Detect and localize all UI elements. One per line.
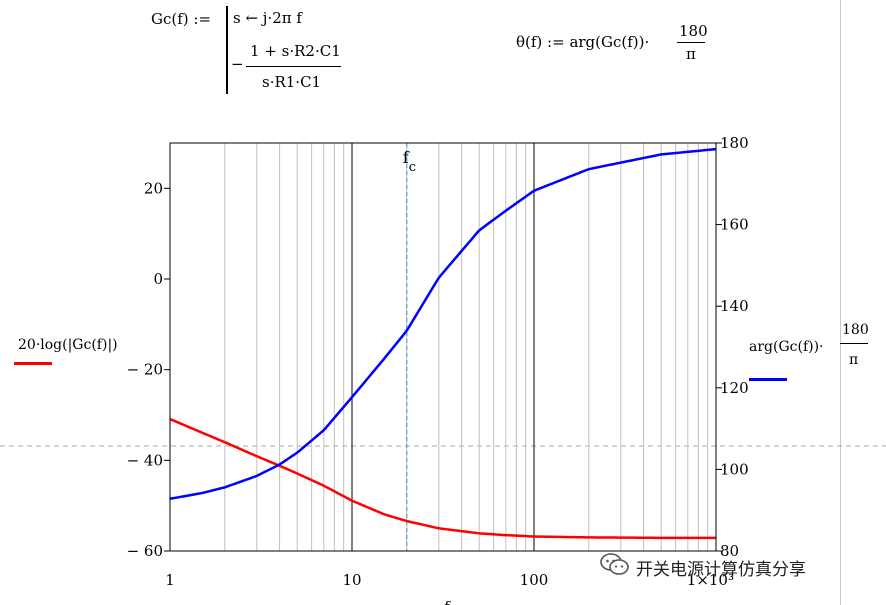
- right-legend-num: 180: [842, 322, 869, 338]
- right-y-tick-label: 140: [720, 297, 749, 315]
- fc-marker-label: f: [403, 148, 410, 167]
- phase-series-line: [169, 147, 717, 501]
- left-legend-swatch: [14, 362, 52, 365]
- left-y-tick-label: 20: [144, 179, 163, 197]
- program-bar: [226, 6, 228, 94]
- gc-numerator: 1 + s·R2·C1: [250, 42, 341, 60]
- gc-minus: −: [231, 55, 244, 73]
- theta-definition: θ(f) := arg(Gc(f))·: [516, 33, 650, 51]
- left-y-tick-label: − 40: [127, 451, 163, 469]
- right-legend-swatch: [749, 378, 787, 381]
- gc-line1: s ← j·2π f: [233, 9, 302, 27]
- right-legend-fraction-line: [840, 343, 868, 344]
- watermark-text: 开关电源计算仿真分享: [636, 560, 806, 580]
- right-y-tick-label: 180: [720, 134, 749, 152]
- left-legend-label: 20·log(|Gc(f)|): [18, 337, 118, 353]
- page-divider: [840, 0, 841, 605]
- right-y-tick-label: 100: [720, 460, 749, 478]
- theta-fraction-line: [677, 42, 705, 43]
- wechat-icon: [600, 553, 630, 575]
- left-y-tick-label: − 60: [127, 542, 163, 560]
- x-tick-label: 1: [165, 571, 175, 589]
- right-y-tick-label: 120: [720, 379, 749, 397]
- right-y-tick-label: 160: [720, 216, 749, 234]
- theta-numerator: 180: [679, 22, 708, 40]
- gc-definition-lhs: Gc(f) :=: [151, 10, 212, 28]
- right-y-tick-label: 80: [720, 542, 739, 560]
- left-y-tick-label: − 20: [127, 361, 163, 379]
- x-tick-label: 1×10³: [687, 571, 734, 589]
- x-tick-label: 100: [520, 571, 549, 589]
- theta-denominator: π: [686, 45, 696, 63]
- fc-marker-subscript: c: [409, 160, 416, 175]
- right-legend-label: arg(Gc(f))·: [749, 339, 824, 355]
- gc-fraction-line: [246, 66, 341, 67]
- plot-frame: [169, 142, 717, 552]
- gc-denominator: s·R1·C1: [262, 73, 322, 91]
- x-axis-label: f: [444, 598, 451, 605]
- magnitude-series-line: [169, 417, 716, 540]
- x-tick-label: 10: [342, 571, 361, 589]
- right-legend-den: π: [849, 352, 859, 368]
- left-y-tick-label: 0: [153, 270, 163, 288]
